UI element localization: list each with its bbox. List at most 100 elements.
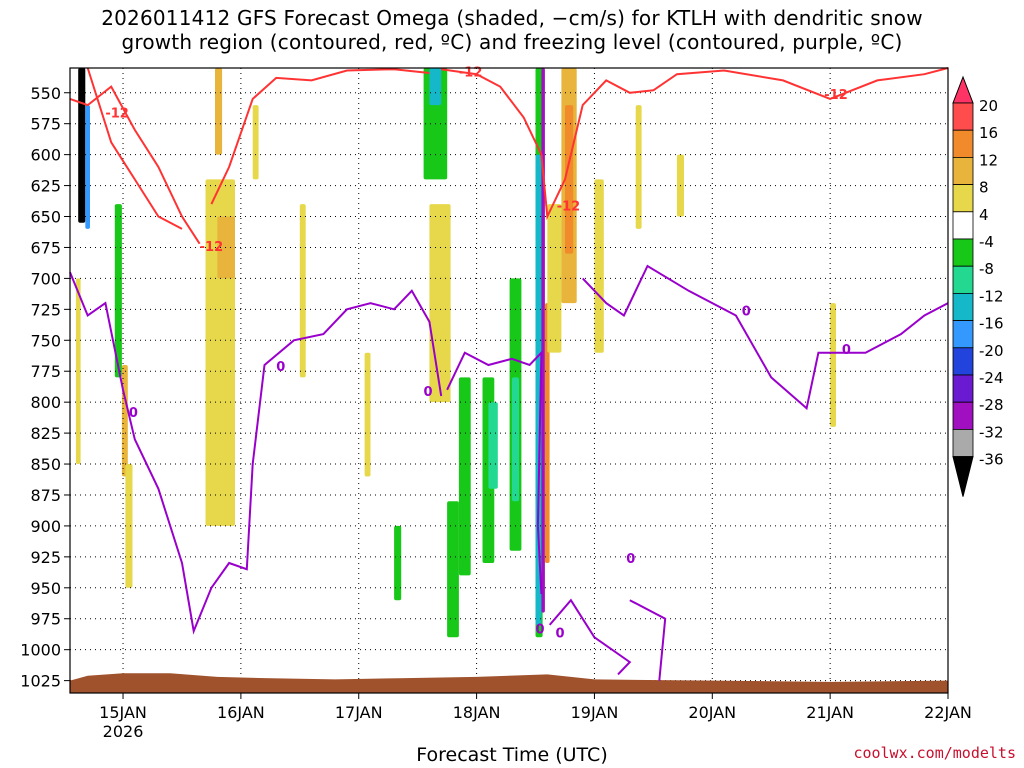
y-tick-label: 700 xyxy=(30,269,61,288)
freezing-label: 0 xyxy=(842,343,851,358)
omega-cell xyxy=(535,154,542,625)
omega-cell xyxy=(830,303,836,427)
dendritic-label: -12 xyxy=(824,88,848,103)
dendritic-contour xyxy=(441,67,949,221)
omega-cell xyxy=(544,303,550,563)
y-tick-label: 750 xyxy=(30,331,61,350)
y-tick-label: 650 xyxy=(30,208,61,227)
y-tick-label: 550 xyxy=(30,84,61,103)
colorbar-segment xyxy=(952,238,974,267)
plot-frame xyxy=(69,67,949,694)
colorbar-label: 12 xyxy=(979,151,998,169)
colorbar-segment xyxy=(952,184,974,213)
y-tick-label: 1025 xyxy=(20,672,61,691)
y-tick-label: 900 xyxy=(30,517,61,536)
colorbar-segment xyxy=(952,211,974,240)
colorbar-segment xyxy=(952,102,974,131)
credit-link[interactable]: coolwx.com/modelts xyxy=(853,744,1016,762)
colorbar-label: 8 xyxy=(979,179,989,197)
freezing-label: 0 xyxy=(626,552,635,567)
chart-title-line2: growth region (contoured, red, ºC) and f… xyxy=(121,30,903,54)
colorbar-segment xyxy=(952,347,974,376)
freezing-contour xyxy=(581,264,949,411)
omega-cell xyxy=(447,501,459,638)
freezing-contour xyxy=(446,350,543,595)
colorbar-label: -20 xyxy=(979,342,1004,360)
omega-cell xyxy=(217,216,235,279)
freezing-label: 0 xyxy=(276,360,285,375)
freezing-label: 0 xyxy=(536,623,545,638)
colorbar-label: 4 xyxy=(979,206,989,224)
y-tick-label: 625 xyxy=(30,177,61,196)
plot-grid xyxy=(70,68,949,693)
omega-cell xyxy=(458,377,471,576)
x-tick-label: 16JAN xyxy=(217,703,265,722)
y-tick-label: 875 xyxy=(30,486,61,505)
omega-cell xyxy=(429,204,451,403)
colorbar-label: -32 xyxy=(979,423,1004,441)
colorbar-label: -36 xyxy=(979,451,1004,469)
x-tick-label: 18JAN xyxy=(453,703,501,722)
y-tick-label: 1000 xyxy=(20,641,61,660)
y-tick-label: 600 xyxy=(30,146,61,165)
omega-cell xyxy=(252,105,259,180)
freezing-label: 0 xyxy=(129,406,138,421)
x-tick-label: 22JAN xyxy=(924,703,972,722)
freezing-contour xyxy=(629,599,667,681)
colorbar-label: -8 xyxy=(979,260,994,278)
y-tick-label: 825 xyxy=(30,424,61,443)
ground-surface xyxy=(70,673,948,693)
colorbar-segment xyxy=(952,428,974,457)
omega-cell xyxy=(394,525,402,601)
omega-cell xyxy=(215,68,223,155)
omega-cell xyxy=(121,365,128,477)
chart-title-line1: 2026011412 GFS Forecast Omega (shaded, −… xyxy=(101,6,923,30)
omega-cell xyxy=(541,68,545,613)
colorbar-label: -16 xyxy=(979,315,1004,333)
dendritic-contour xyxy=(86,67,183,230)
omega-cell xyxy=(511,377,519,502)
colorbar-segment xyxy=(952,320,974,349)
colorbar-segment xyxy=(952,156,974,185)
colorbar-label: -4 xyxy=(979,233,994,251)
y-tick-label: 925 xyxy=(30,548,61,567)
dendritic-label: -12 xyxy=(459,66,483,81)
y-tick-label: 575 xyxy=(30,115,61,134)
colorbar-segment xyxy=(952,374,974,403)
colorbar-label: 16 xyxy=(979,124,998,142)
dendritic-contour xyxy=(210,68,430,205)
axes: 550 575 600 625 650 675 700 725 750 775 800 825 850 8… xyxy=(20,67,972,741)
omega-cell xyxy=(547,204,562,353)
y-tick-label: 725 xyxy=(30,300,61,319)
x-axis-title: Forecast Time (UTC) xyxy=(416,744,608,766)
colorbar: 20 16 12 8 4 -4 -8 -12 -16 -20 -24 -28 -32 -36 xyxy=(952,75,1004,497)
omega-cell xyxy=(364,352,371,477)
colorbar-top-arrow xyxy=(952,75,974,104)
y-tick-label: 950 xyxy=(30,579,61,598)
omega-cell xyxy=(429,68,442,106)
y-tick-label: 775 xyxy=(30,362,61,381)
dendritic-contour xyxy=(69,85,201,245)
y-tick-label: 850 xyxy=(30,455,61,474)
x-tick-label: 21JAN xyxy=(806,703,854,722)
x-tick-label: 17JAN xyxy=(335,703,383,722)
colorbar-label: -28 xyxy=(979,396,1004,414)
colorbar-segment xyxy=(952,129,974,158)
dendritic-label: -12 xyxy=(200,240,224,255)
omega-cell xyxy=(125,464,133,588)
y-tick-label: 800 xyxy=(30,393,61,412)
colorbar-label: -24 xyxy=(979,369,1004,387)
x-tick-label: 20JAN xyxy=(688,703,736,722)
colorbar-segment xyxy=(952,401,974,430)
freezing-contour xyxy=(69,271,443,635)
freezing-label: 0 xyxy=(424,385,433,400)
omega-cell xyxy=(635,105,642,229)
freezing-contour xyxy=(548,598,632,676)
omega-cell xyxy=(75,278,81,464)
colorbar-segment xyxy=(952,265,974,294)
omega-cell xyxy=(565,105,574,254)
omega-cell xyxy=(299,204,306,378)
omega-cell xyxy=(78,68,86,223)
